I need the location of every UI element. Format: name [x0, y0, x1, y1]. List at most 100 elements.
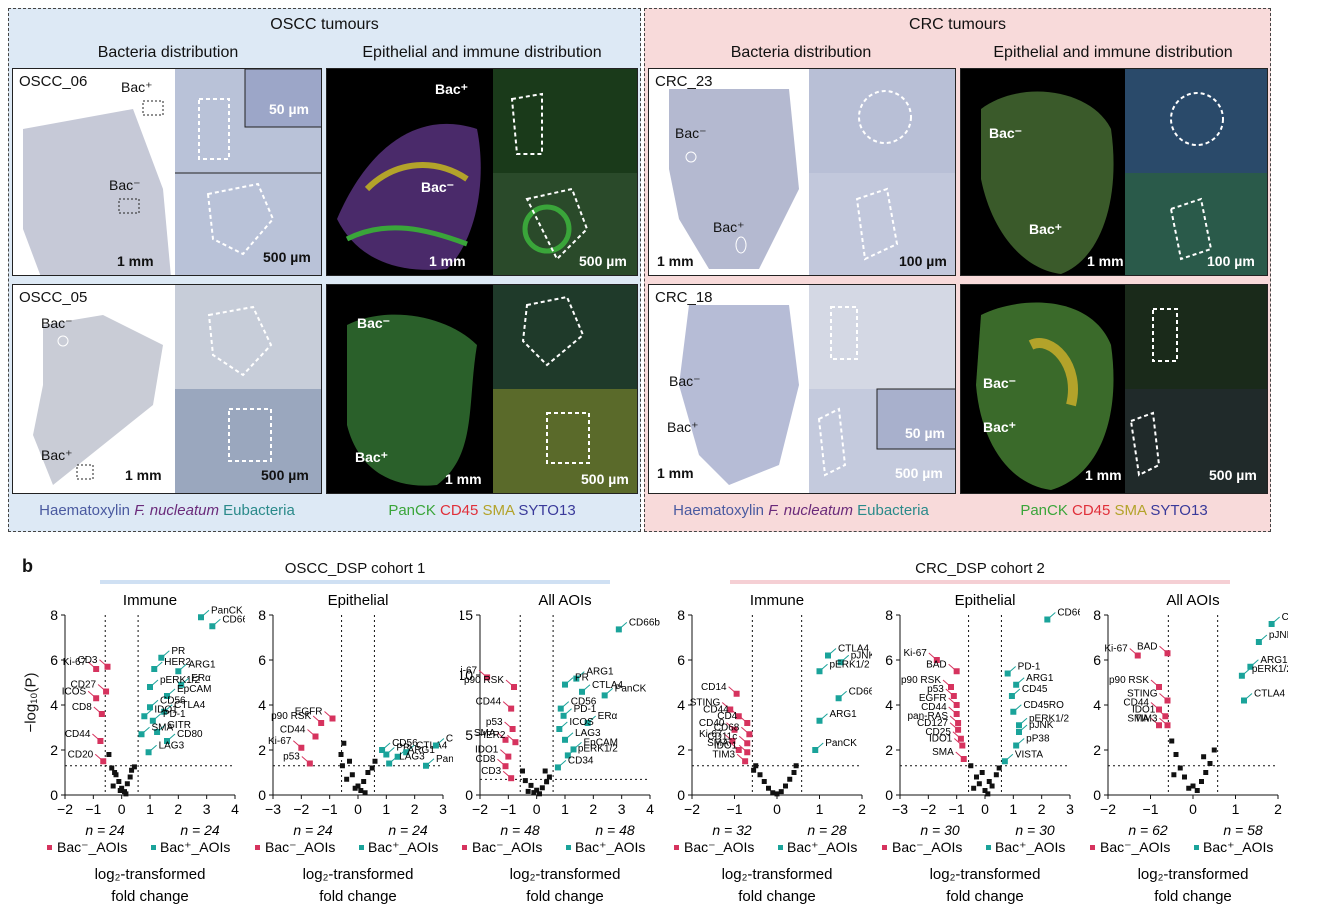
n-plus: n = 30 — [1015, 822, 1055, 838]
point-label: CD56 — [571, 697, 597, 708]
point-ns — [974, 774, 979, 780]
label-leader — [1241, 668, 1251, 677]
point-CD34 — [554, 764, 561, 771]
point-ns — [783, 783, 788, 789]
label-leader — [1159, 717, 1168, 726]
y-tick-label: 6 — [885, 652, 893, 668]
label-leader — [564, 677, 574, 685]
crc23-if-scale-zoom: 100 µm — [1207, 253, 1255, 269]
point-label: pP38 — [1026, 734, 1050, 745]
point-label: p90 RSK — [901, 675, 941, 686]
y-tick-label: 6 — [1093, 652, 1101, 668]
point-label: Ki-67 — [268, 736, 292, 747]
x-tick-label: −2 — [57, 801, 73, 817]
x-tick-label: −3 — [265, 801, 281, 817]
x-tick-label: 2 — [589, 801, 597, 817]
label-leader — [1129, 648, 1139, 656]
crc18-bac-plus: Bac⁺ — [667, 419, 699, 435]
label-leader — [87, 690, 97, 699]
point-label: GITR — [167, 720, 191, 731]
point-label: CD44 — [65, 729, 91, 740]
point-label: STING — [690, 698, 721, 709]
point-label: STING — [1127, 689, 1158, 700]
label-leader — [587, 715, 596, 724]
point-ns — [770, 790, 776, 796]
oscc-if-legend: PanCK CD45 SMA SYTO13 — [326, 502, 638, 519]
point-ns — [1199, 779, 1204, 784]
point-label: CD45RO — [1023, 700, 1064, 711]
label-leader — [166, 688, 176, 697]
crc18-if-scale-zoom: 500 µm — [1209, 467, 1257, 483]
point-label: PanCK — [211, 605, 243, 616]
point-label: p90 RSK — [464, 675, 504, 686]
point-label: ARG1 — [188, 659, 216, 670]
point-ns — [369, 765, 375, 771]
label-leader — [1150, 679, 1160, 688]
point-ns — [993, 772, 999, 778]
label-leader — [1015, 677, 1025, 686]
label-leader — [838, 690, 847, 699]
x-axis-label: log₂-transformed — [95, 866, 206, 883]
point-label: CD14 — [701, 682, 727, 693]
legend-plus-label: Bac⁺_AOIs — [160, 839, 230, 855]
n-minus: n = 32 — [712, 822, 752, 838]
crc18-if-bac-minus: Bac⁻ — [983, 375, 1017, 391]
oscc06-brightfield: OSCC_06 Bac⁺ Bac⁻ 1 mm 500 µm 50 µm — [12, 68, 322, 276]
label-leader — [948, 663, 957, 672]
oscc-bacteria-title: Bacteria distribution — [97, 44, 239, 61]
x-tick-label: −1 — [85, 801, 101, 817]
legend-plus-swatch — [1194, 845, 1199, 850]
x-tick-label: 1 — [382, 801, 390, 817]
point-ns — [365, 770, 371, 775]
point-ns — [352, 785, 358, 791]
label-leader — [945, 688, 955, 697]
label-leader — [728, 686, 737, 695]
point-ns — [358, 788, 364, 793]
x-tick-label: −2 — [684, 801, 700, 817]
y-tick-label: 4 — [677, 697, 685, 713]
point-pERK1/2 — [564, 752, 571, 759]
point-ns — [778, 789, 784, 795]
x-axis-label-2: fold change — [946, 888, 1024, 905]
oscc06-bac-minus: Bac⁻ — [109, 177, 141, 193]
point-ns — [766, 785, 771, 791]
point-label: CD34 — [568, 755, 594, 766]
point-label: EpCAM — [177, 684, 211, 695]
label-leader — [1047, 612, 1056, 620]
legend-minus-label: Bac⁻_AOIs — [1100, 839, 1170, 855]
label-leader — [163, 704, 173, 713]
y-tick-label: 8 — [677, 607, 685, 623]
oscc-legend-cd45: CD45 — [440, 502, 479, 519]
label-leader — [1271, 616, 1280, 625]
oscc05-fluorescence: Bac⁻ Bac⁺ 1 mm 500 µm — [326, 284, 638, 494]
oscc05-bac-plus: Bac⁺ — [41, 447, 73, 463]
x-tick-label: 4 — [646, 801, 654, 817]
point-ns — [1171, 772, 1177, 778]
point-label: CD20 — [68, 749, 94, 760]
crc23-brightfield: CRC_23 Bac⁻ Bac⁺ 1 mm 100 µm — [648, 68, 956, 276]
label-leader — [730, 742, 740, 751]
legend-plus-label: Bac⁺_AOIs — [1203, 839, 1273, 855]
x-axis-label-2: fold change — [738, 888, 816, 905]
oscc-legend-haem: Haematoxylin — [39, 502, 131, 519]
point-label: IDO1 — [1132, 704, 1156, 715]
y-axis-label: −log₁₀(P) — [22, 672, 40, 733]
label-leader — [388, 756, 398, 764]
point-ns — [968, 763, 974, 769]
crc23-scale-zoom: 100 µm — [899, 253, 947, 269]
crc23-bac-plus: Bac⁺ — [713, 219, 745, 235]
oscc06-if-bac-minus: Bac⁻ — [421, 179, 455, 195]
point-label: CD66b — [629, 617, 660, 628]
label-leader — [93, 706, 103, 715]
oscc05-bac-minus: Bac⁻ — [41, 315, 73, 331]
plot-title: Epithelial — [328, 592, 389, 609]
label-leader — [94, 753, 104, 762]
point-ARG1 — [573, 675, 580, 682]
label-leader — [1004, 753, 1014, 762]
label-leader — [497, 732, 506, 741]
label-leader — [97, 684, 107, 692]
plot-title: Epithelial — [955, 592, 1016, 609]
label-leader — [738, 715, 748, 724]
point-ns — [1201, 754, 1207, 760]
